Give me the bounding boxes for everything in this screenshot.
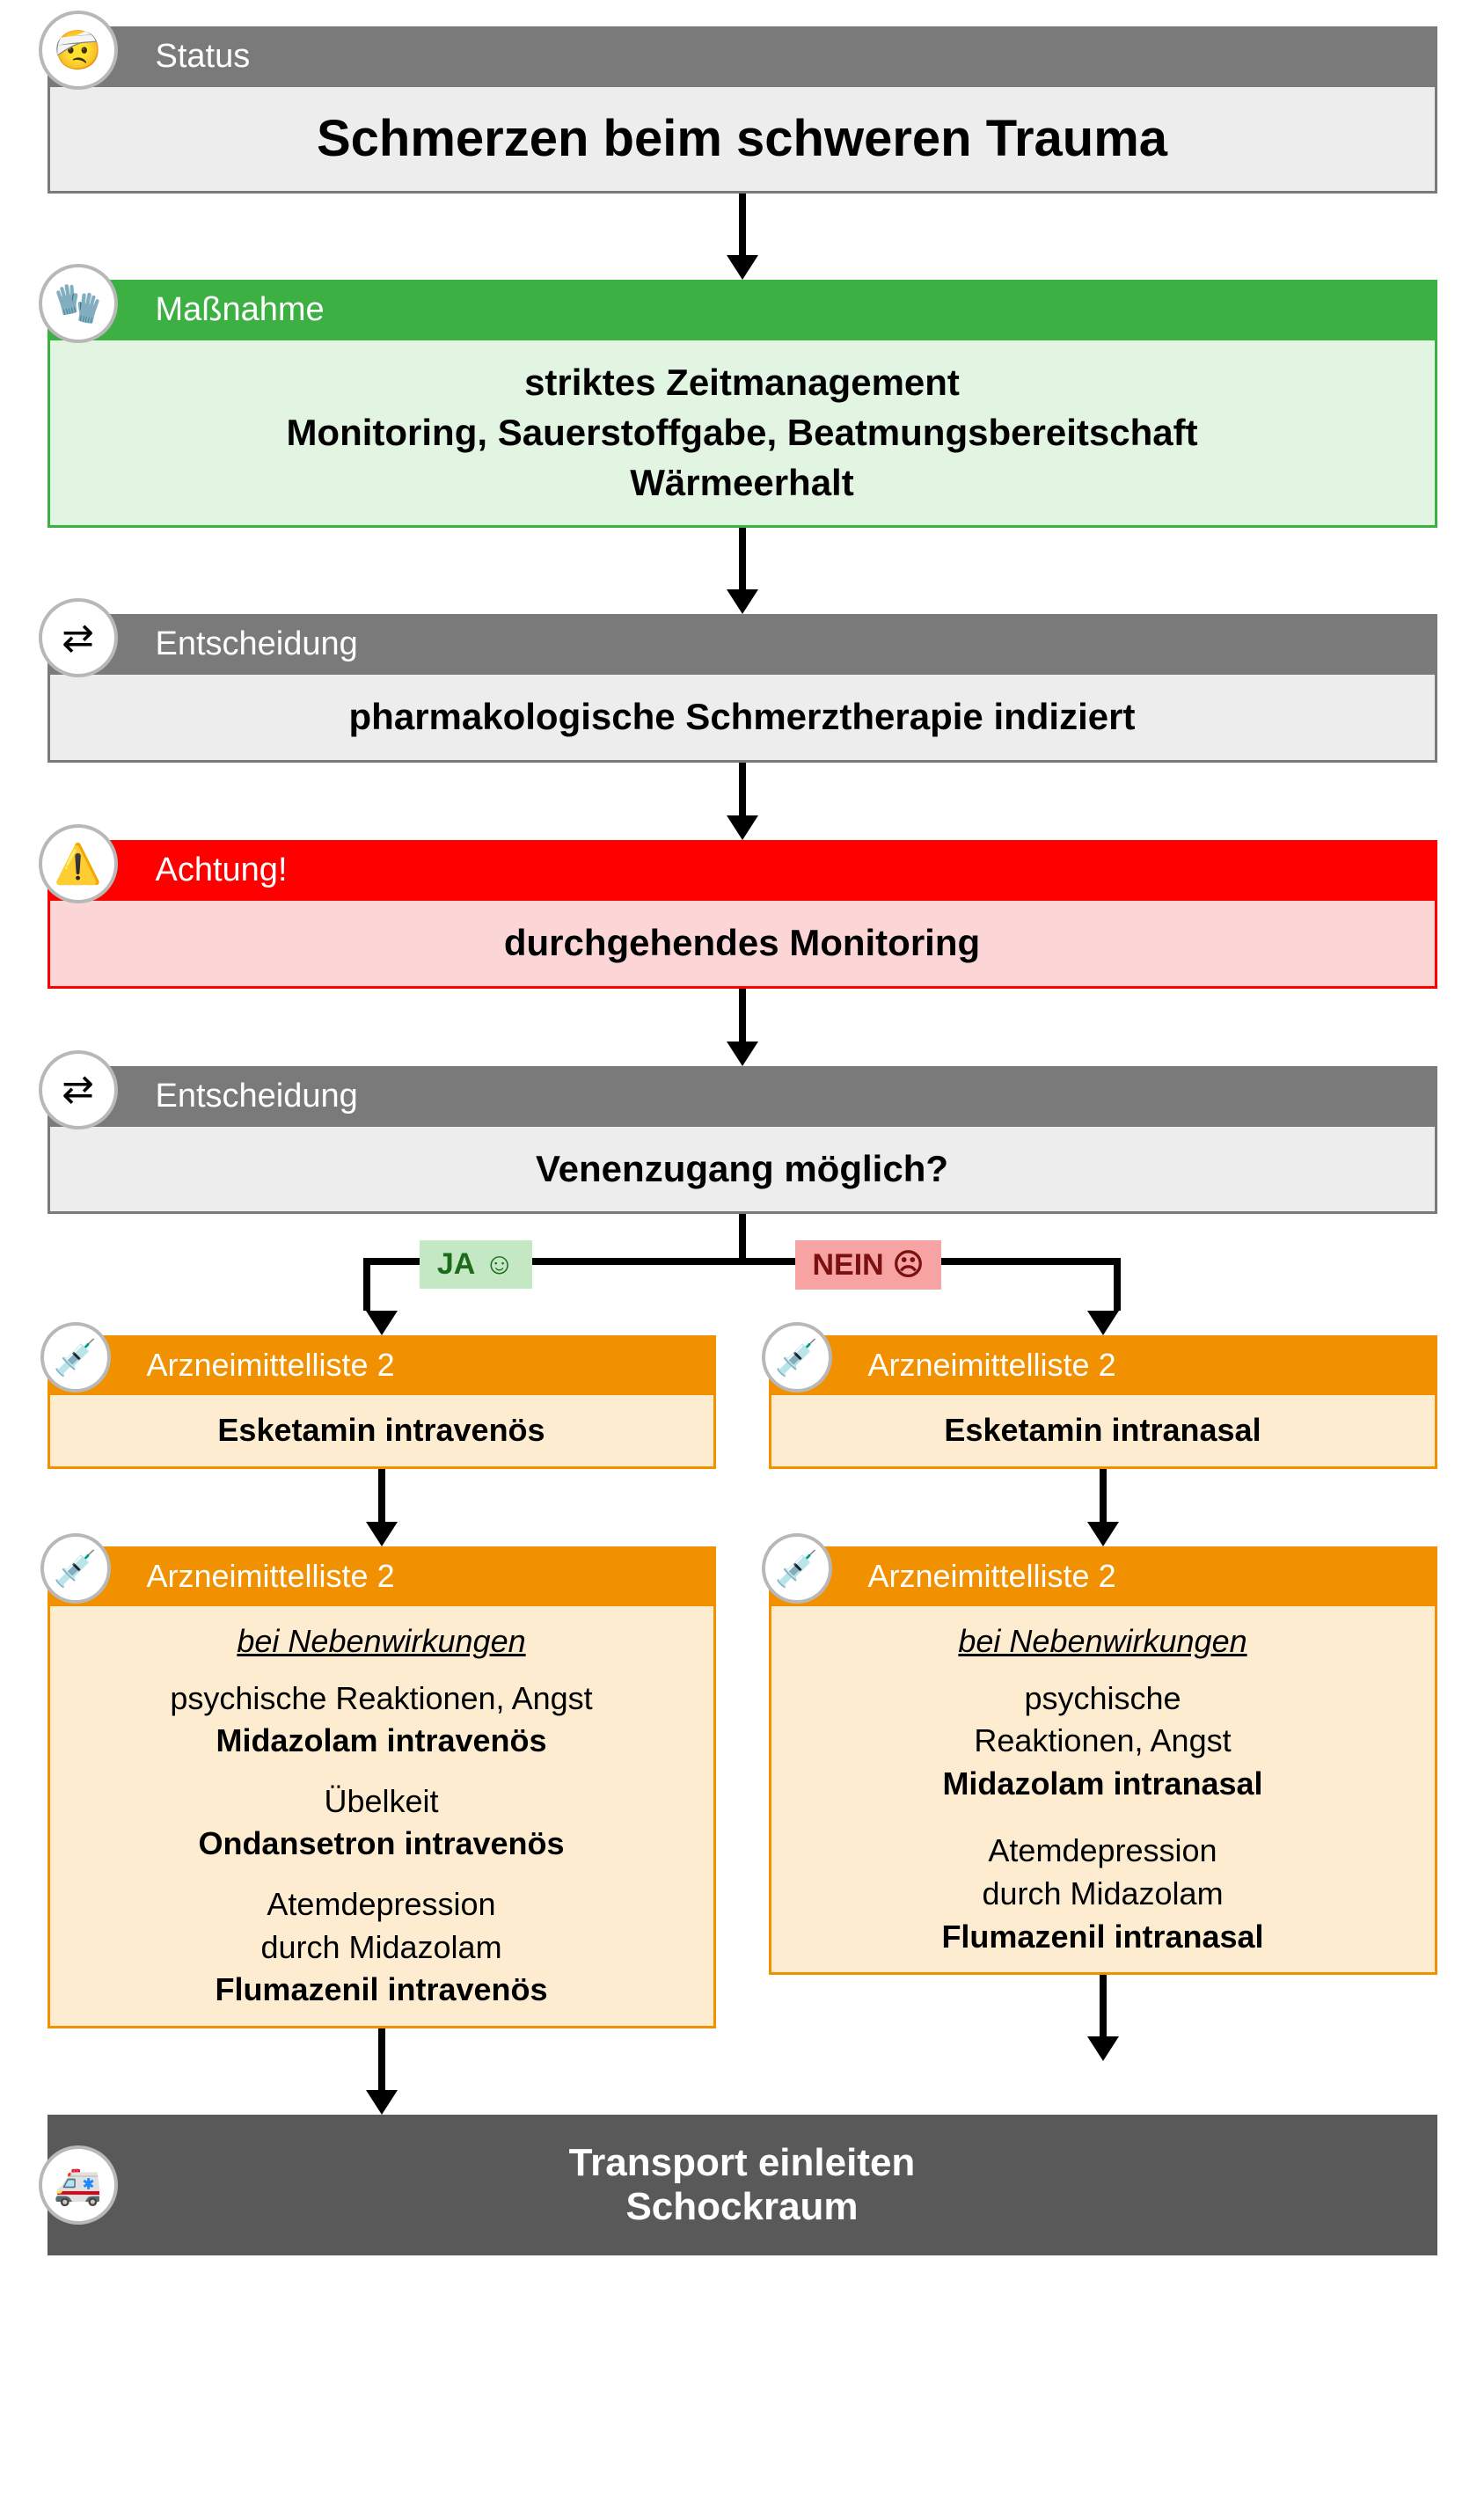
gloves-icon: 🧤: [39, 264, 118, 343]
massnahme-header: Maßnahme: [48, 280, 1437, 338]
right-column: 💉 Arzneimittelliste 2 Esketamin intranas…: [769, 1311, 1437, 2114]
headache-icon: 🤕: [39, 11, 118, 90]
smile-icon: ☺: [484, 1247, 515, 1282]
entscheidung1-body: pharmakologische Schmerztherapie indizie…: [48, 672, 1437, 763]
se-line: Midazolam intranasal: [798, 1763, 1408, 1806]
se-line: psychische: [798, 1677, 1408, 1721]
status-box: 🤕 Status Schmerzen beim schweren Trauma: [48, 26, 1437, 194]
status-title: Schmerzen beim schweren Trauma: [48, 84, 1437, 194]
arrow: [366, 1311, 398, 1335]
entscheidung2-header: Entscheidung: [48, 1066, 1437, 1124]
left-column: 💉 Arzneimittelliste 2 Esketamin intraven…: [48, 1311, 716, 2114]
entscheidung2-body: Venenzugang möglich?: [48, 1124, 1437, 1215]
ambulance-icon: 🚑: [39, 2145, 118, 2225]
right-med2-box: 💉 Arzneimittelliste 2 bei Nebenwirkungen…: [769, 1546, 1437, 1975]
se-line: durch Midazolam: [77, 1926, 687, 1970]
achtung-body: durchgehendes Monitoring: [48, 898, 1437, 989]
left-med1-header: Arzneimittelliste 2: [48, 1335, 716, 1392]
branch-label-nein: NEIN ☹: [795, 1240, 942, 1290]
split-columns: 💉 Arzneimittelliste 2 Esketamin intraven…: [48, 1311, 1437, 2114]
se-line: Reaktionen, Angst: [798, 1720, 1408, 1763]
side-effects-label: bei Nebenwirkungen: [798, 1620, 1408, 1663]
syringe-icon: 💉: [762, 1322, 832, 1392]
arrow: [727, 528, 758, 614]
frown-icon: ☹: [893, 1247, 924, 1283]
left-med1-body: Esketamin intravenös: [48, 1392, 716, 1469]
se-line: Flumazenil intranasal: [798, 1916, 1408, 1959]
massnahme-line: striktes Zeitmanagement: [85, 358, 1400, 408]
end-line: Schockraum: [83, 2185, 1402, 2229]
right-med2-header: Arzneimittelliste 2: [769, 1546, 1437, 1604]
left-med2-box: 💉 Arzneimittelliste 2 bei Nebenwirkungen…: [48, 1546, 716, 2028]
se-line: Ondansetron intravenös: [77, 1823, 687, 1866]
arrow: [1087, 1311, 1119, 1335]
entscheidung1-box: ⇄ Entscheidung pharmakologische Schmerzt…: [48, 614, 1437, 763]
status-header: Status: [48, 26, 1437, 84]
arrow: [727, 194, 758, 280]
entscheidung2-box: ⇄ Entscheidung Venenzugang möglich?: [48, 1066, 1437, 1215]
warning-icon: ⚠️: [39, 824, 118, 903]
se-line: psychische Reaktionen, Angst: [77, 1677, 687, 1721]
end-line: Transport einleiten: [83, 2141, 1402, 2185]
achtung-box: ⚠️ Achtung! durchgehendes Monitoring: [48, 840, 1437, 989]
flowchart: 🤕 Status Schmerzen beim schweren Trauma …: [18, 26, 1466, 2255]
left-med2-header: Arzneimittelliste 2: [48, 1546, 716, 1604]
left-med2-body: bei Nebenwirkungen psychische Reaktionen…: [48, 1604, 716, 2028]
se-line: Atemdepression: [798, 1830, 1408, 1873]
arrow: [727, 763, 758, 840]
left-med1-box: 💉 Arzneimittelliste 2 Esketamin intraven…: [48, 1335, 716, 1469]
se-line: Übelkeit: [77, 1780, 687, 1824]
ja-text: JA: [437, 1247, 475, 1282]
syringe-icon: 💉: [40, 1322, 111, 1392]
se-line: Atemdepression: [77, 1883, 687, 1926]
arrow: [1087, 1469, 1119, 1546]
achtung-header: Achtung!: [48, 840, 1437, 898]
se-line: Midazolam intravenös: [77, 1720, 687, 1763]
se-line: Flumazenil intravenös: [77, 1969, 687, 2012]
se-line: durch Midazolam: [798, 1873, 1408, 1916]
right-med1-header: Arzneimittelliste 2: [769, 1335, 1437, 1392]
entscheidung1-header: Entscheidung: [48, 614, 1437, 672]
syringe-icon: 💉: [762, 1533, 832, 1604]
massnahme-body: striktes Zeitmanagement Monitoring, Saue…: [48, 338, 1437, 528]
branch-connector: JA ☺ NEIN ☹: [48, 1214, 1437, 1311]
massnahme-line: Wärmeerhalt: [85, 458, 1400, 508]
decision-icon: ⇄: [39, 598, 118, 677]
right-med2-body: bei Nebenwirkungen psychische Reaktionen…: [769, 1604, 1437, 1975]
decision-icon: ⇄: [39, 1050, 118, 1129]
right-med1-box: 💉 Arzneimittelliste 2 Esketamin intranas…: [769, 1335, 1437, 1469]
massnahme-line: Monitoring, Sauerstoffgabe, Beatmungsber…: [85, 408, 1400, 458]
nein-text: NEIN: [813, 1248, 884, 1283]
end-box: 🚑 Transport einleiten Schockraum: [48, 2115, 1437, 2255]
arrow: [366, 1469, 398, 1546]
right-med1-body: Esketamin intranasal: [769, 1392, 1437, 1469]
arrow: [1087, 1975, 1119, 2061]
arrow: [366, 2028, 398, 2115]
side-effects-label: bei Nebenwirkungen: [77, 1620, 687, 1663]
arrow: [727, 989, 758, 1066]
syringe-icon: 💉: [40, 1533, 111, 1604]
massnahme-box: 🧤 Maßnahme striktes Zeitmanagement Monit…: [48, 280, 1437, 528]
branch-label-ja: JA ☺: [420, 1240, 532, 1289]
